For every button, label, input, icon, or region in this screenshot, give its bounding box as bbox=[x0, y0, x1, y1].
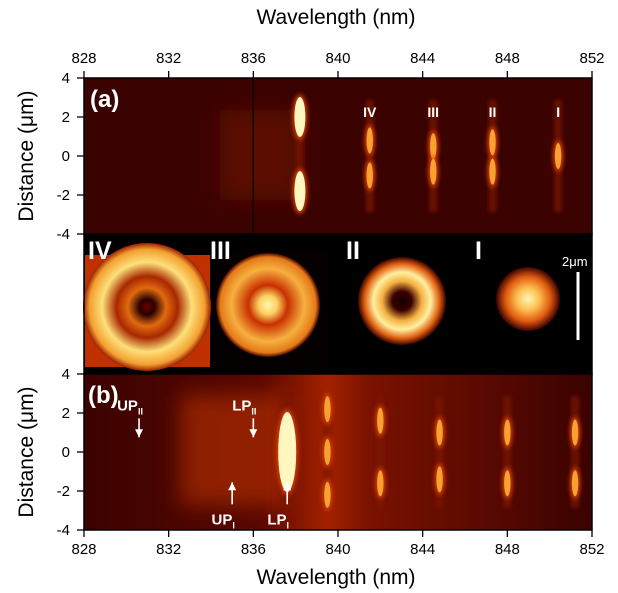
top-axis-tick-label: 832 bbox=[156, 50, 181, 67]
mode-image-iv bbox=[83, 243, 211, 371]
mode-image-strip: IV III II I 2μm bbox=[83, 233, 593, 375]
top-axis-ticks: 828 832 836 840 844 848 852 bbox=[71, 50, 605, 78]
panel-b-line-spot bbox=[436, 419, 443, 446]
panel-b-line-spot bbox=[571, 419, 579, 446]
panel-a-label: (a) bbox=[90, 86, 119, 113]
panel-a-line-spot bbox=[489, 158, 496, 185]
bottom-axis-tick-label: 836 bbox=[241, 541, 266, 558]
panel-a-y-axis-title: Distance (μm) bbox=[15, 90, 38, 221]
panel-b-line-spot bbox=[571, 470, 579, 497]
top-axis-tick-label: 844 bbox=[410, 50, 435, 67]
panel-a-y-tick-label: -4 bbox=[57, 226, 70, 243]
panel-b-line-spot bbox=[324, 481, 331, 508]
panel-a-y-ticks: 4 2 0 -2 -4 bbox=[57, 70, 84, 243]
panel-a-line-streak bbox=[295, 100, 304, 212]
panel-b-line-spot bbox=[377, 470, 384, 497]
top-axis-title: Wavelength (nm) bbox=[256, 6, 415, 29]
top-axis-tick-label: 852 bbox=[579, 50, 604, 67]
panel-a-y-tick-label: 0 bbox=[62, 148, 70, 165]
mode-image-ii bbox=[358, 257, 446, 345]
panel-a-line-spot bbox=[430, 158, 437, 185]
panel-b-background bbox=[84, 374, 592, 530]
panel-b-line-spot bbox=[377, 407, 384, 434]
panel-b-line-streak bbox=[571, 396, 580, 508]
bottom-axis-tick-label: 832 bbox=[156, 541, 181, 558]
panel-b-y-tick-label: 0 bbox=[62, 444, 70, 461]
annotation-subscript: II bbox=[251, 406, 256, 416]
panel-b: UPII LPII UPI LPI (b) bbox=[83, 373, 593, 531]
panel-b-line-spot bbox=[324, 396, 331, 423]
panel-b-line-streak bbox=[503, 396, 512, 508]
annotation-label: UPI bbox=[211, 511, 234, 530]
annotation-label: LPI bbox=[267, 511, 289, 530]
mode-image-i bbox=[496, 267, 560, 331]
panel-a-line-label: I bbox=[556, 104, 560, 120]
panel-a-line-label: II bbox=[489, 104, 497, 120]
mode-label-iv: IV bbox=[88, 237, 112, 265]
panel-a-y-tick-label: 2 bbox=[62, 109, 70, 126]
scale-bar-label: 2μm bbox=[562, 254, 588, 269]
panel-a-glow bbox=[220, 110, 300, 200]
mode-label-ii: II bbox=[346, 237, 360, 265]
panel-b-line-spot bbox=[504, 470, 511, 497]
panel-b-y-axis-title: Distance (μm) bbox=[15, 386, 38, 517]
bottom-axis-tick-label: 852 bbox=[579, 541, 604, 558]
top-axis-tick-label: 840 bbox=[325, 50, 350, 67]
annotation-arrowhead bbox=[249, 429, 258, 438]
top-axis-tick-label: 836 bbox=[241, 50, 266, 67]
panel-a-mode-labels: IV III II I bbox=[363, 104, 560, 120]
mode-label-iii: III bbox=[210, 237, 231, 265]
bottom-axis-tick-label: 840 bbox=[325, 541, 350, 558]
panel-b-line-spot bbox=[324, 439, 331, 465]
bottom-axis-tick-label: 848 bbox=[495, 541, 520, 558]
panel-a-line-spot bbox=[366, 162, 373, 189]
panel-a-line-spot bbox=[489, 129, 496, 156]
bottom-axis-tick-label: 844 bbox=[410, 541, 435, 558]
annotation-subscript: II bbox=[138, 406, 143, 416]
panel-a-y-tick-label: -2 bbox=[57, 187, 70, 204]
mode-image-iii bbox=[216, 253, 320, 357]
annotation-subscript: I bbox=[287, 520, 290, 530]
annotation-arrowhead bbox=[283, 482, 292, 491]
panel-a-y-tick-label: 4 bbox=[62, 70, 70, 87]
panel-a-line-spot bbox=[294, 97, 306, 137]
panel-a-line-spot bbox=[554, 143, 562, 169]
annotation-label: UPII bbox=[117, 397, 143, 416]
panel-b-line-streak bbox=[376, 396, 385, 508]
panel-b-label: (b) bbox=[88, 382, 119, 409]
panel-b-y-tick-label: 4 bbox=[62, 366, 70, 383]
panel-b-line-spot bbox=[504, 419, 511, 446]
bottom-axis-tick-label: 828 bbox=[71, 541, 96, 558]
panel-b-y-ticks: 4 2 0 -2 -4 bbox=[57, 366, 84, 539]
panel-b-annotations: UPII LPII UPI LPI bbox=[117, 397, 292, 530]
panel-a-emission-lines bbox=[292, 94, 564, 215]
panel-a-line-label: IV bbox=[363, 104, 377, 120]
annotation-label: LPII bbox=[232, 397, 256, 416]
annotation-arrowhead bbox=[135, 429, 144, 438]
panel-a: IV III II I (a) bbox=[83, 77, 593, 235]
annotation-arrowhead bbox=[228, 482, 237, 491]
panel-a-line-spot bbox=[366, 127, 373, 154]
panel-b-emission-lines bbox=[276, 393, 581, 511]
top-axis-tick-label: 848 bbox=[495, 50, 520, 67]
bottom-axis-title: Wavelength (nm) bbox=[256, 566, 415, 589]
panel-a-line-spot bbox=[430, 133, 437, 160]
panel-a-line-spot bbox=[294, 171, 306, 212]
top-axis-tick-label: 828 bbox=[71, 50, 96, 67]
panel-b-y-tick-label: -2 bbox=[57, 483, 70, 500]
panel-b-y-tick-label: 2 bbox=[62, 405, 70, 422]
panel-b-line-spot bbox=[278, 412, 297, 492]
panel-b-line-spot bbox=[436, 466, 443, 493]
panel-b-y-tick-label: -4 bbox=[57, 522, 70, 539]
panel-a-background bbox=[84, 78, 592, 234]
annotation-subscript: I bbox=[232, 520, 235, 530]
panel-a-line-label: III bbox=[427, 104, 439, 120]
panel-b-line-streak bbox=[435, 396, 444, 508]
bottom-axis-ticks: 828 832 836 840 844 848 852 bbox=[71, 530, 605, 558]
mode-label-i: I bbox=[475, 237, 482, 265]
